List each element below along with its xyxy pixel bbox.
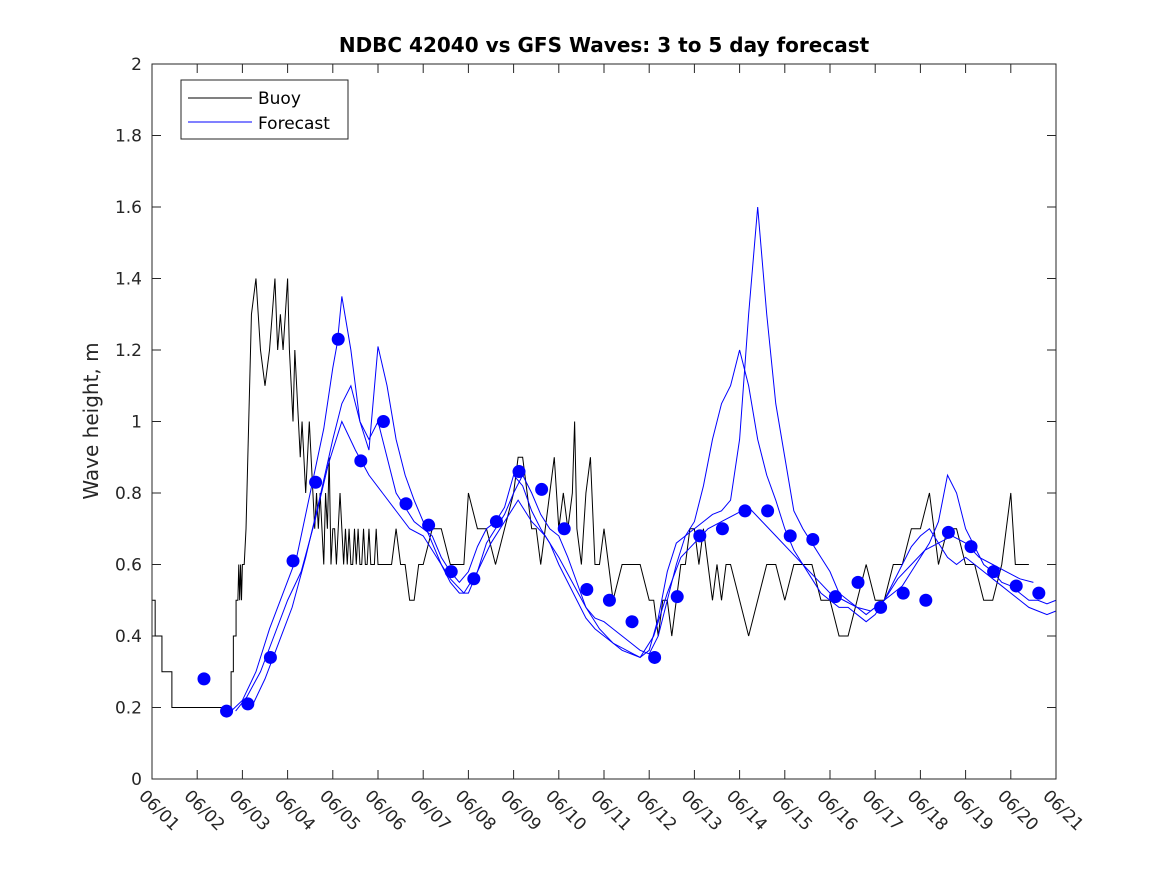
plot-area	[152, 64, 1056, 779]
forecast-marker	[399, 497, 413, 511]
forecast-marker	[197, 672, 211, 686]
forecast-marker	[874, 600, 888, 614]
y-tick-label: 0.8	[115, 484, 142, 504]
y-tick-label: 1.4	[115, 270, 142, 290]
plot-frame	[151, 63, 1057, 780]
forecast-marker	[557, 522, 571, 536]
y-tick-label: 1	[131, 413, 142, 433]
forecast-marker	[941, 525, 955, 539]
y-tick-label: 0.6	[115, 556, 142, 576]
forecast-marker	[964, 540, 978, 554]
forecast-markers	[197, 332, 1046, 718]
buoy-line	[152, 278, 1029, 708]
forecast-marker	[648, 650, 662, 664]
forecast-marker	[354, 454, 368, 468]
y-tick-label: 0	[131, 770, 142, 790]
y-axis-ticks: 0 0.2 0.4 0.6 0.8 1 1.2 1.4 1.6 1.8 2	[115, 55, 1056, 790]
forecast-marker	[761, 504, 775, 518]
y-tick-label: 0.2	[115, 699, 142, 719]
forecast-marker	[1032, 586, 1046, 600]
forecast-marker	[467, 572, 481, 586]
forecast-marker	[806, 532, 820, 546]
forecast-marker	[1009, 579, 1023, 593]
y-tick-label: 1.8	[115, 127, 142, 147]
forecast-line-2	[250, 346, 1057, 708]
forecast-marker	[309, 475, 323, 489]
forecast-marker	[896, 586, 910, 600]
forecast-marker	[286, 554, 300, 568]
series-layer	[152, 206, 1057, 712]
forecast-marker	[263, 650, 277, 664]
forecast-marker	[489, 515, 503, 529]
y-tick-label: 0.4	[115, 627, 142, 647]
forecast-marker	[919, 593, 933, 607]
forecast-marker	[602, 593, 616, 607]
forecast-marker	[828, 590, 842, 604]
forecast-marker	[693, 529, 707, 543]
forecast-marker	[220, 704, 234, 718]
y-axis-label: Wave height, m	[79, 342, 103, 499]
legend: Buoy Forecast	[180, 79, 349, 140]
y-tick-label: 1.2	[115, 341, 142, 361]
forecast-marker	[987, 565, 1001, 579]
forecast-marker	[625, 615, 639, 629]
forecast-marker	[580, 583, 594, 597]
forecast-marker	[535, 482, 549, 496]
y-tick-label: 2	[131, 55, 142, 75]
forecast-marker	[376, 415, 390, 428]
forecast-marker	[444, 565, 458, 579]
legend-label-forecast: Forecast	[258, 114, 330, 134]
forecast-line-3	[235, 420, 1034, 712]
forecast-marker	[670, 590, 684, 604]
forecast-marker	[512, 465, 526, 479]
chart-title: NDBC 42040 vs GFS Waves: 3 to 5 day fore…	[339, 33, 870, 57]
y-tick-label: 1.6	[115, 198, 142, 218]
forecast-marker	[241, 697, 255, 711]
legend-label-buoy: Buoy	[258, 89, 301, 109]
forecast-marker	[738, 504, 752, 518]
forecast-marker	[851, 575, 865, 589]
legend-box	[180, 79, 349, 140]
forecast-marker	[422, 518, 436, 532]
forecast-marker	[331, 332, 345, 346]
forecast-marker	[783, 529, 797, 543]
forecast-marker	[715, 522, 729, 536]
